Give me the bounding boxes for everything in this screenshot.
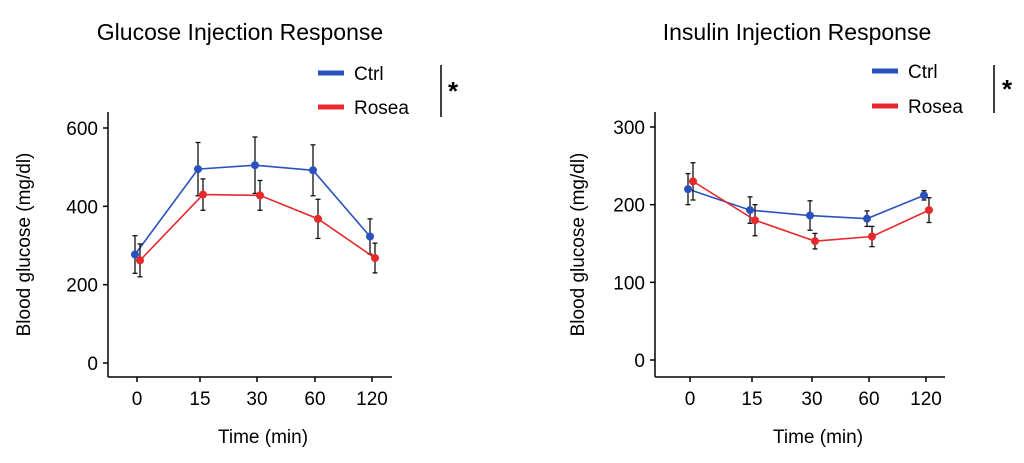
x-tick-label: 120	[356, 389, 388, 410]
y-tick-label: 200	[66, 276, 98, 297]
data-point-rosea	[256, 191, 264, 200]
y-tick-label: 0	[87, 354, 98, 375]
data-point-rosea	[371, 254, 379, 263]
x-tick-label: 0	[132, 389, 143, 410]
chart-title: Insulin Injection Response	[663, 19, 932, 45]
y-axis-label: Blood glucose (mg/dl)	[568, 153, 589, 337]
x-tick-label: 15	[189, 389, 210, 410]
y-tick-label: 400	[66, 197, 98, 218]
data-point-ctrl	[131, 250, 139, 259]
series-line-ctrl	[134, 164, 371, 255]
significance-star: *	[448, 76, 459, 106]
data-point-rosea	[199, 190, 207, 199]
x-axis-label: Time (min)	[218, 427, 308, 448]
data-point-ctrl	[806, 211, 814, 220]
x-tick-label: 60	[304, 389, 325, 410]
data-point-rosea	[751, 216, 759, 225]
data-point-rosea	[868, 232, 876, 241]
data-point-ctrl	[366, 232, 374, 241]
legend-label-ctrl: Ctrl	[354, 64, 384, 85]
data-point-ctrl	[251, 161, 259, 170]
y-tick-label: 100	[613, 273, 645, 294]
data-point-ctrl	[920, 191, 928, 200]
data-point-ctrl	[684, 185, 692, 194]
data-point-rosea	[811, 237, 819, 246]
x-tick-label: 60	[858, 389, 879, 410]
data-point-ctrl	[309, 166, 317, 175]
data-point-ctrl	[863, 214, 871, 223]
significance-star: *	[1002, 74, 1013, 104]
data-point-rosea	[314, 214, 322, 223]
x-tick-label: 30	[801, 389, 822, 410]
chart-title: Glucose Injection Response	[97, 19, 383, 45]
y-tick-label: 200	[613, 196, 645, 217]
legend-label-ctrl: Ctrl	[908, 62, 938, 83]
x-tick-label: 0	[685, 389, 696, 410]
data-point-rosea	[689, 177, 697, 186]
series-line-ctrl	[687, 188, 925, 220]
x-axis-label: Time (min)	[773, 427, 863, 448]
series-line-rosea	[692, 180, 930, 242]
y-axis-label: Blood glucose (mg/dl)	[14, 153, 35, 337]
y-tick-label: 0	[634, 351, 645, 372]
x-tick-label: 120	[910, 389, 942, 410]
series-line-rosea	[139, 193, 376, 261]
data-point-ctrl	[746, 206, 754, 215]
y-tick-label: 300	[613, 118, 645, 139]
y-tick-label: 600	[66, 119, 98, 140]
data-point-rosea	[925, 206, 933, 215]
data-point-rosea	[136, 256, 144, 265]
x-tick-label: 30	[246, 389, 267, 410]
legend-label-rosea: Rosea	[908, 97, 963, 118]
x-tick-label: 15	[741, 389, 762, 410]
data-point-ctrl	[194, 165, 202, 174]
legend-label-rosea: Rosea	[354, 98, 409, 119]
